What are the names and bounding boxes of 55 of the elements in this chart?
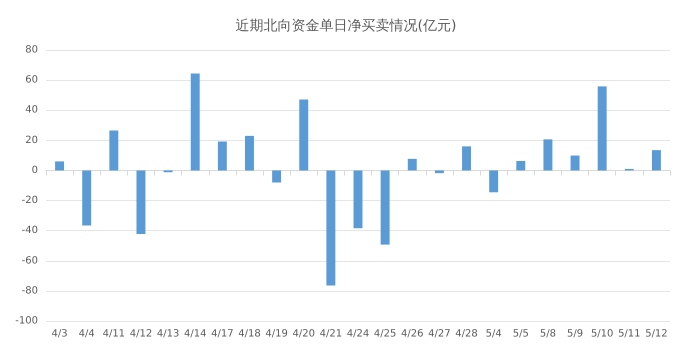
bar <box>299 100 308 170</box>
bar <box>462 146 471 170</box>
x-tick-label: 4/14 <box>184 328 206 340</box>
x-tick-label: 4/28 <box>455 328 478 340</box>
x-tick-label: 5/9 <box>566 328 584 340</box>
x-tick-label: 4/11 <box>102 328 126 340</box>
x-tick-label: 5/10 <box>590 328 614 340</box>
bar <box>272 170 282 182</box>
y-tick-label: -100 <box>15 316 38 326</box>
bar <box>489 170 498 192</box>
x-tick-label: 4/19 <box>265 328 288 340</box>
bar <box>55 161 64 170</box>
chart-title: 近期北向资金单日净买卖情况(亿元) <box>236 18 456 34</box>
y-tick-label: 40 <box>25 104 38 116</box>
x-tick-label: 4/18 <box>238 328 261 340</box>
bar <box>434 170 444 174</box>
y-tick-label: -60 <box>22 255 38 266</box>
y-tick-label: -40 <box>22 225 38 236</box>
y-tick-label: 80 <box>25 44 38 56</box>
bar <box>354 170 362 228</box>
x-tick-label: 4/17 <box>211 328 234 340</box>
x-tick-label: 4/13 <box>156 328 180 340</box>
bar <box>598 86 607 170</box>
x-tick-label: 5/4 <box>486 328 502 340</box>
bar <box>543 139 552 170</box>
x-tick-label: 4/24 <box>346 328 370 340</box>
x-tick-label: 5/8 <box>540 328 556 340</box>
bar <box>109 130 118 170</box>
y-tick-label: -20 <box>22 195 38 206</box>
bar <box>570 156 580 170</box>
x-tick-label: 4/27 <box>428 328 451 340</box>
x-tick-label: 5/5 <box>512 328 529 340</box>
bar <box>516 160 526 170</box>
bar <box>190 73 200 170</box>
y-tick-label: -80 <box>22 285 38 296</box>
x-tick-label: 5/12 <box>645 328 668 340</box>
bar <box>136 170 146 234</box>
x-tick-label: 4/4 <box>78 328 95 340</box>
x-tick-label: 4/20 <box>292 328 315 340</box>
x-tick-label: 5/11 <box>618 328 641 340</box>
bar <box>326 170 336 286</box>
bar <box>652 150 661 170</box>
x-tick-label: 4/25 <box>374 328 396 340</box>
x-tick-label: 4/3 <box>52 328 68 340</box>
bar <box>245 136 254 170</box>
x-tick-label: 4/12 <box>130 328 152 340</box>
bar <box>380 170 390 245</box>
y-tick-label: 0 <box>32 164 38 176</box>
bar <box>408 158 417 170</box>
y-tick-label: 60 <box>25 74 38 86</box>
y-tick-label: 20 <box>25 134 38 146</box>
bar <box>82 170 92 226</box>
x-tick-label: 4/26 <box>401 328 424 340</box>
bar <box>218 142 227 170</box>
x-tick-label: 4/21 <box>320 328 342 340</box>
